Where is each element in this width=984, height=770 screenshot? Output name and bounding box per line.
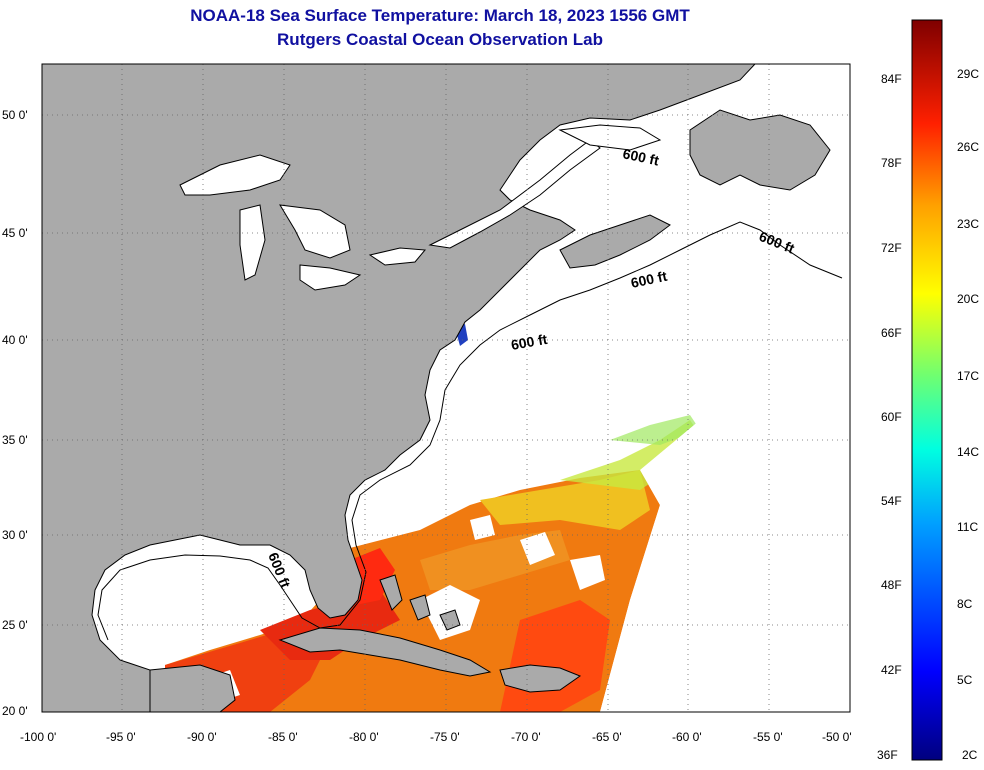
lon-tick: -70 0' bbox=[511, 730, 541, 744]
colorbar bbox=[911, 19, 943, 761]
colorbar-label-f: 42F bbox=[881, 663, 902, 677]
colorbar-label-c: 23C bbox=[957, 217, 980, 231]
lon-tick: -60 0' bbox=[672, 730, 702, 744]
lat-tick: 35 0' bbox=[2, 433, 28, 447]
colorbar-label-c: 26C bbox=[957, 140, 980, 154]
colorbar-label-f: 84F bbox=[881, 72, 902, 86]
lon-tick: -50 0' bbox=[822, 730, 852, 744]
lat-tick: 25 0' bbox=[2, 618, 28, 632]
map-subtitle: Rutgers Coastal Ocean Observation Lab bbox=[277, 30, 603, 49]
colorbar-label-c: 8C bbox=[957, 597, 973, 611]
lon-tick: -55 0' bbox=[753, 730, 783, 744]
colorbar-label-f: 48F bbox=[881, 578, 902, 592]
land-mass bbox=[42, 64, 831, 712]
lat-tick: 45 0' bbox=[2, 226, 28, 240]
lat-tick: 50 0' bbox=[2, 108, 28, 122]
contour-label-3: 600 ft bbox=[629, 268, 668, 291]
colorbar-label-c: 20C bbox=[957, 292, 980, 306]
lon-tick: -100 0' bbox=[20, 730, 57, 744]
colorbar-label-f: 36F bbox=[877, 748, 898, 762]
lat-tick: 40 0' bbox=[2, 333, 28, 347]
colorbar-label-c: 11C bbox=[957, 520, 979, 534]
sst-data-layer bbox=[165, 258, 720, 712]
colorbar-label-c: 29C bbox=[957, 67, 980, 81]
lon-tick: -90 0' bbox=[187, 730, 217, 744]
colorbar-label-c: 14C bbox=[957, 445, 980, 459]
lon-tick: -75 0' bbox=[430, 730, 460, 744]
map-title: NOAA-18 Sea Surface Temperature: March 1… bbox=[190, 6, 690, 25]
colorbar-label-c: 5C bbox=[957, 673, 973, 687]
great-lakes bbox=[179, 124, 662, 291]
lat-tick: 20 0' bbox=[2, 704, 28, 718]
colorbar-label-f: 60F bbox=[881, 410, 902, 424]
colorbar-label-c: 2C bbox=[962, 748, 978, 762]
map-frame bbox=[41, 63, 851, 713]
contour-label-4: 600 ft bbox=[510, 331, 549, 353]
lon-tick: -65 0' bbox=[592, 730, 622, 744]
depth-contour-600ft bbox=[97, 221, 843, 641]
colorbar-label-f: 66F bbox=[881, 326, 902, 340]
lon-tick: -85 0' bbox=[268, 730, 298, 744]
colorbar-label-c: 17C bbox=[957, 369, 980, 383]
contour-label-1: 600 ft bbox=[621, 145, 660, 168]
lat-tick: 30 0' bbox=[2, 528, 28, 542]
colorbar-label-f: 78F bbox=[881, 156, 902, 170]
graticule bbox=[42, 64, 850, 712]
lon-tick: -95 0' bbox=[106, 730, 136, 744]
lon-tick: -80 0' bbox=[349, 730, 379, 744]
colorbar-label-f: 72F bbox=[881, 241, 902, 255]
colorbar-label-f: 54F bbox=[881, 494, 902, 508]
